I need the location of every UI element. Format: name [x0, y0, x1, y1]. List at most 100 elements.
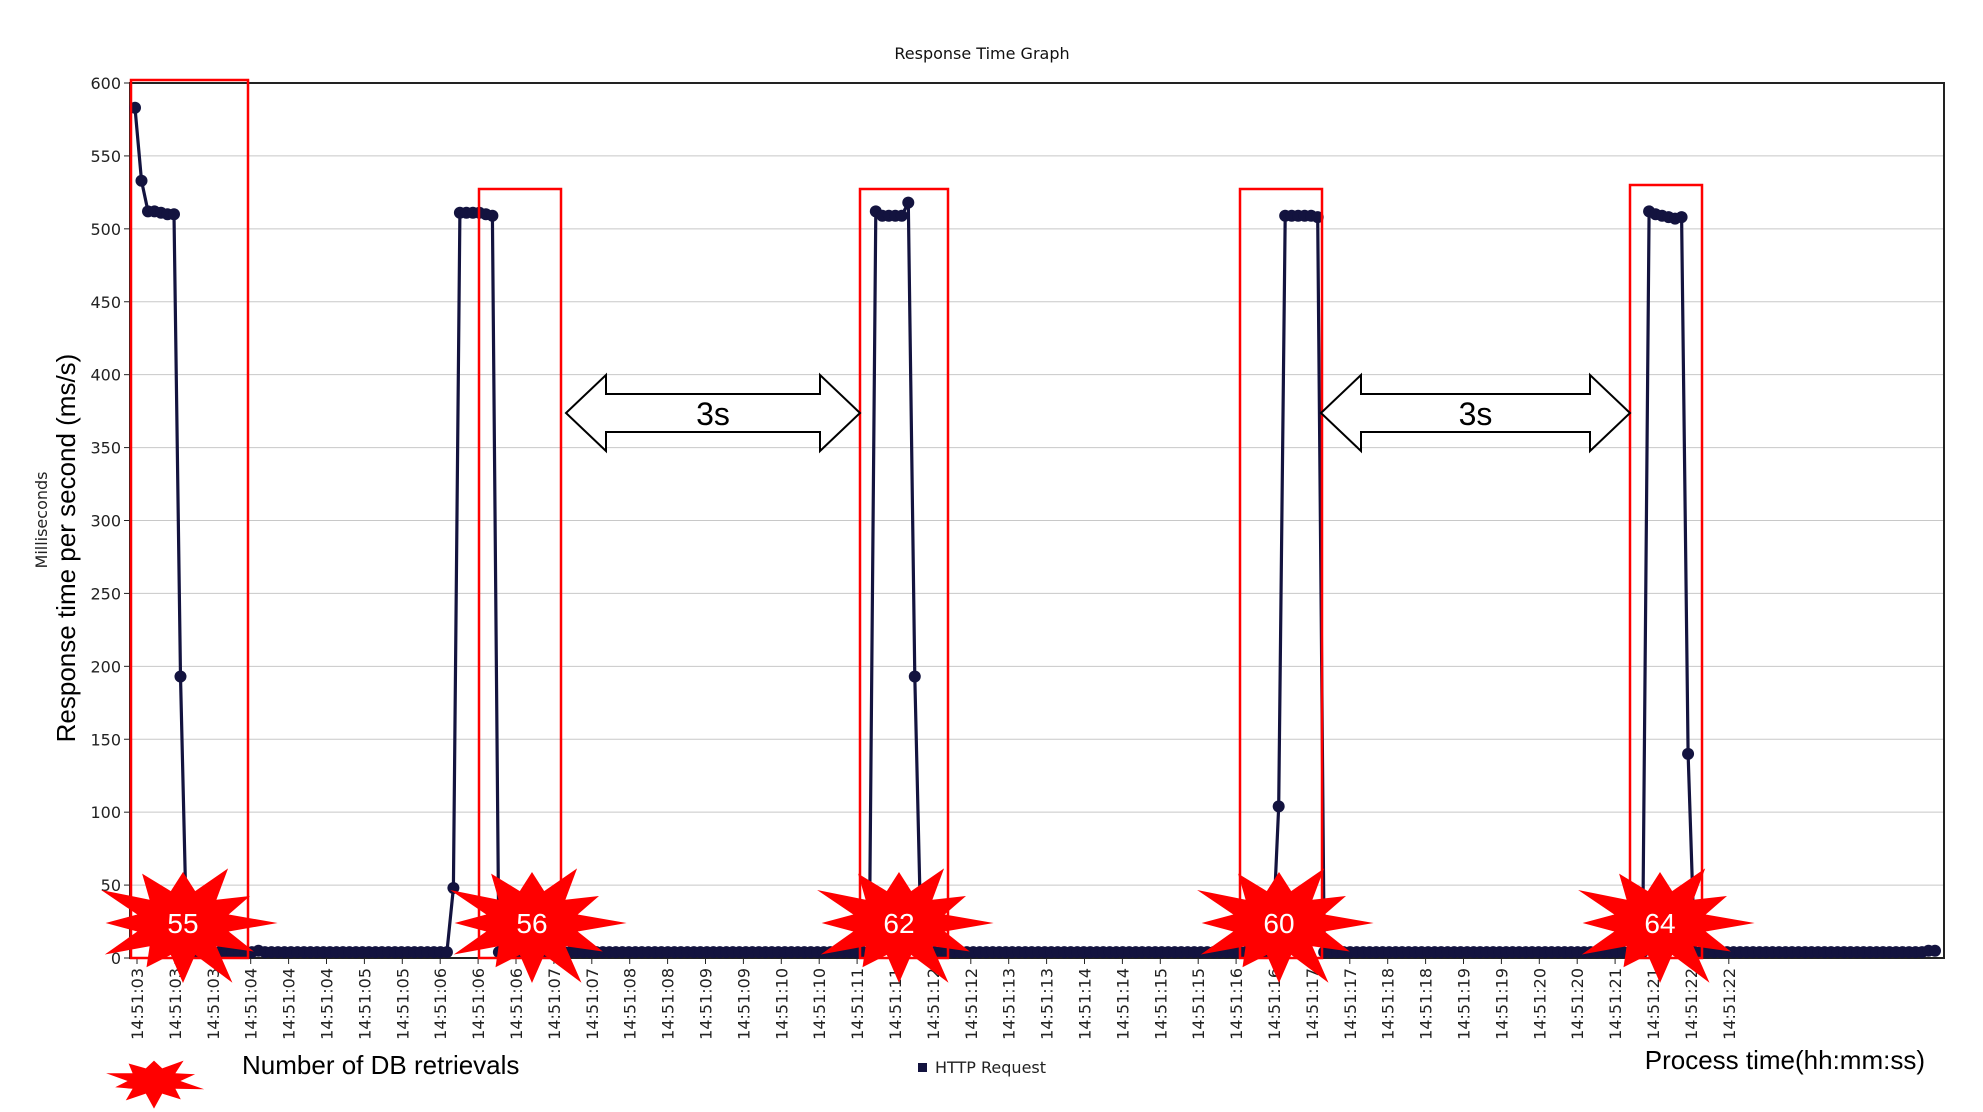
x-tick-label: 14:51:12 — [924, 968, 943, 1040]
y-axis: 0 50 100 150 200 250 300 350 400 450 500 550 600 — [90, 74, 130, 968]
data-point — [1675, 211, 1688, 224]
x-tick-label: 14:51:18 — [1417, 968, 1436, 1040]
x-tick-label: 14:51:19 — [1492, 968, 1511, 1040]
data-point — [486, 209, 499, 222]
y-tick-label: 400 — [90, 366, 121, 385]
legend-swatch — [918, 1063, 927, 1072]
y-axis-label-small: Milliseconds — [32, 472, 51, 569]
x-tick-label: 14:51:04 — [242, 968, 261, 1040]
gridlines — [130, 82, 1944, 886]
y-tick-label: 450 — [90, 293, 121, 312]
data-point — [135, 174, 148, 187]
interval-label: 3s — [696, 396, 730, 432]
x-tick-label: 14:51:21 — [1644, 968, 1663, 1040]
x-tick-label: 14:51:12 — [962, 968, 981, 1040]
x-tick-label: 14:51:06 — [507, 968, 526, 1040]
db-retrieval-burst — [450, 868, 627, 983]
x-tick-label: 14:51:22 — [1720, 968, 1739, 1040]
x-tick-label: 14:51:03 — [166, 968, 185, 1040]
x-tick-label: 14:51:10 — [772, 968, 791, 1040]
data-point — [902, 196, 915, 209]
db-retrieval-burst — [1578, 868, 1755, 983]
x-tick-label: 14:51:06 — [431, 968, 450, 1040]
y-tick-label: 550 — [90, 147, 121, 166]
y-tick-label: 150 — [90, 730, 121, 749]
x-tick-label: 14:51:04 — [280, 968, 299, 1040]
x-tick-label: 14:51:14 — [1113, 968, 1132, 1040]
x-tick-label: 14:51:20 — [1530, 968, 1549, 1040]
chart-title: Response Time Graph — [894, 44, 1069, 63]
x-tick-label: 14:51:03 — [128, 968, 147, 1040]
x-tick-label: 14:51:08 — [621, 968, 640, 1040]
x-tick-label: 14:51:18 — [1379, 968, 1398, 1040]
x-tick-label: 14:51:13 — [1000, 968, 1019, 1040]
x-tick-label: 14:51:07 — [583, 968, 602, 1040]
interval-label: 3s — [1459, 396, 1493, 432]
x-tick-label: 14:51:09 — [734, 968, 753, 1040]
interval-arrow — [1319, 372, 1632, 454]
burst-legend-icon — [106, 1060, 205, 1109]
x-axis-label: Process time(hh:mm:ss) — [1645, 1045, 1925, 1075]
db-retrieval-count: 64 — [1644, 908, 1675, 939]
y-tick-label: 600 — [90, 74, 121, 93]
x-tick-label: 14:51:11 — [886, 968, 905, 1040]
interval-arrows: 3s 3s — [564, 372, 1632, 454]
x-tick-label: 14:51:14 — [1076, 968, 1095, 1040]
series-http-request — [129, 101, 1941, 959]
x-tick-label: 14:51:09 — [697, 968, 716, 1040]
data-point — [895, 209, 908, 222]
highlight-boxes — [129, 78, 1704, 960]
x-tick-label: 14:51:10 — [810, 968, 829, 1040]
x-tick-label: 14:51:21 — [1606, 968, 1625, 1040]
y-axis-label-large: Response time per second (ms/s) — [51, 354, 81, 743]
data-point — [908, 670, 921, 683]
y-tick-label: 300 — [90, 512, 121, 531]
data-point — [174, 670, 187, 683]
db-retrieval-count: 55 — [167, 908, 198, 939]
db-retrieval-burst — [817, 868, 994, 983]
db-retrieval-count: 62 — [883, 908, 914, 939]
data-point — [1682, 747, 1695, 760]
db-retrieval-count: 60 — [1263, 908, 1294, 939]
x-tick-label: 14:51:08 — [659, 968, 678, 1040]
db-retrieval-legend: Number of DB retrievals — [106, 1050, 519, 1109]
db-retrieval-legend-label: Number of DB retrievals — [242, 1050, 519, 1080]
x-tick-label: 14:51:11 — [848, 968, 867, 1040]
data-point — [447, 882, 460, 894]
x-tick-label: 14:51:17 — [1341, 968, 1360, 1040]
y-tick-label: 500 — [90, 220, 121, 239]
x-tick-label: 14:51:07 — [545, 968, 564, 1040]
x-tick-label: 14:51:17 — [1303, 968, 1322, 1040]
x-tick-label: 14:51:20 — [1568, 968, 1587, 1040]
y-tick-label: 50 — [101, 876, 121, 895]
x-tick-label: 14:51:19 — [1455, 968, 1474, 1040]
db-retrieval-burst — [1197, 868, 1374, 983]
y-tick-label: 200 — [90, 657, 121, 676]
data-point — [440, 946, 453, 959]
data-point — [1311, 211, 1324, 224]
interval-arrow — [564, 372, 862, 454]
data-point — [1272, 800, 1285, 813]
y-tick-label: 350 — [90, 439, 121, 458]
x-tick-label: 14:51:16 — [1227, 968, 1246, 1040]
db-retrieval-burst — [101, 868, 278, 983]
x-tick-label: 14:51:05 — [393, 968, 412, 1040]
series-line-http-request — [133, 107, 1935, 954]
x-tick-label: 14:51:15 — [1189, 968, 1208, 1040]
x-tick-label: 14:51:03 — [204, 968, 223, 1040]
x-tick-label: 14:51:16 — [1265, 968, 1284, 1040]
data-point — [167, 208, 180, 221]
legend-label: HTTP Request — [935, 1058, 1046, 1077]
x-tick-label: 14:51:04 — [318, 968, 337, 1040]
x-tick-label: 14:51:06 — [469, 968, 488, 1040]
data-point — [1929, 944, 1941, 957]
highlight-box — [477, 187, 563, 960]
x-tick-label: 14:51:15 — [1151, 968, 1170, 1040]
x-tick-label: 14:51:13 — [1038, 968, 1057, 1040]
y-tick-label: 100 — [90, 803, 121, 822]
x-tick-label: 14:51:22 — [1682, 968, 1701, 1040]
db-retrieval-bursts: 55 56 62 60 64 — [101, 868, 1755, 983]
y-tick-label: 250 — [90, 584, 121, 603]
legend: HTTP Request — [918, 1058, 1046, 1077]
